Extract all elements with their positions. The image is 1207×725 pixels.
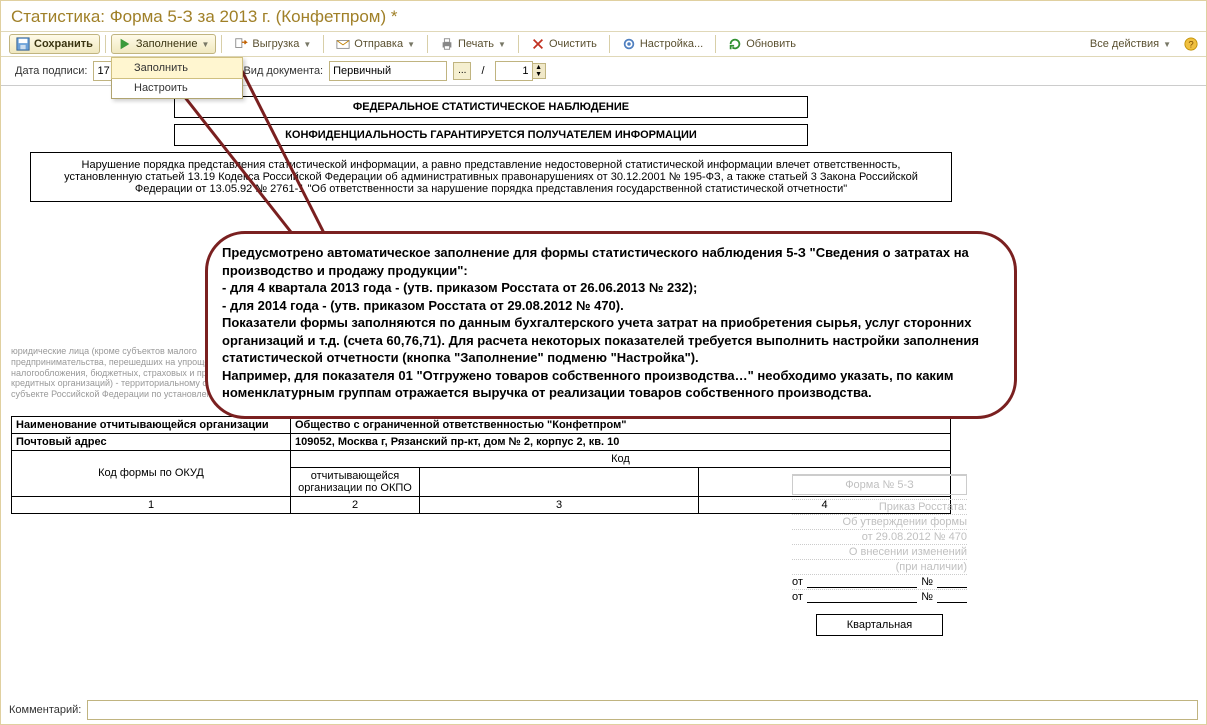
- n3: 3: [420, 496, 699, 513]
- org-name-label: Наименование отчитывающейся организации: [12, 416, 291, 433]
- form-number: Форма № 5-З: [792, 475, 967, 495]
- print-icon: [440, 37, 454, 51]
- export-icon: [234, 37, 248, 51]
- col-3: [420, 467, 699, 496]
- fill-button[interactable]: Заполнение ▼: [111, 34, 216, 54]
- all-actions-button[interactable]: Все действия ▼: [1083, 35, 1178, 53]
- n1: 1: [12, 496, 291, 513]
- disk-icon: [16, 37, 30, 51]
- help-icon[interactable]: ?: [1184, 37, 1198, 51]
- ri-num: №: [921, 576, 933, 588]
- export-label: Выгрузка: [252, 38, 299, 50]
- callout-p3: Например, для показателя 01 "Отгружено т…: [222, 367, 1000, 402]
- num-spinner[interactable]: ▲▼: [495, 61, 546, 81]
- all-actions-label: Все действия: [1090, 38, 1159, 50]
- code-header: Код: [291, 450, 951, 467]
- callout-b1: - для 4 квартала 2013 года - (утв. прика…: [222, 279, 1000, 297]
- chevron-down-icon: ▼: [407, 40, 415, 49]
- pick-button[interactable]: ...: [453, 62, 471, 80]
- mail-icon: [336, 37, 350, 51]
- quarter-box: Квартальная: [816, 614, 943, 636]
- spin-up-icon[interactable]: ▲: [533, 64, 545, 71]
- org-addr-value: 109052, Москва г, Рязанский пр-кт, дом №…: [291, 433, 951, 450]
- col-okpo: отчитывающейся организации по ОКПО: [291, 467, 420, 496]
- ri-ot: от: [792, 576, 803, 588]
- ri-num2: №: [921, 591, 933, 603]
- ri-ot2: от: [792, 591, 803, 603]
- num-input[interactable]: [495, 61, 533, 81]
- save-button[interactable]: Сохранить: [9, 34, 100, 54]
- print-button[interactable]: Печать ▼: [433, 34, 513, 54]
- clear-icon: [531, 37, 545, 51]
- print-label: Печать: [458, 38, 494, 50]
- comment-bar: Комментарий:: [1, 698, 1206, 722]
- callout-p1: Предусмотрено автоматическое заполнение …: [222, 244, 1000, 279]
- save-label: Сохранить: [34, 38, 93, 50]
- date-label: Дата подписи:: [15, 65, 87, 77]
- gear-icon: [622, 37, 636, 51]
- ri-l4: О внесении изменений: [792, 544, 967, 559]
- comment-input[interactable]: [87, 700, 1198, 720]
- toolbar: Сохранить Заполнение ▼ Выгрузка ▼ Отправ…: [1, 31, 1206, 57]
- right-info: Форма № 5-З Приказ Росстата: Об утвержде…: [792, 474, 967, 636]
- refresh-label: Обновить: [746, 38, 796, 50]
- menu-item-setup[interactable]: Настроить: [112, 78, 242, 98]
- clear-label: Очистить: [549, 38, 597, 50]
- svg-text:?: ?: [1188, 40, 1193, 51]
- setup-button[interactable]: Настройка...: [615, 34, 710, 54]
- callout-bubble: Предусмотрено автоматическое заполнение …: [205, 231, 1017, 419]
- callout-p2: Показатели формы заполняются по данным б…: [222, 314, 1000, 367]
- menu-item-fill[interactable]: Заполнить: [111, 57, 243, 79]
- chevron-down-icon: ▼: [303, 40, 311, 49]
- org-name-value: Общество с ограниченной ответственностью…: [291, 416, 951, 433]
- page-title: Статистика: Форма 5-З за 2013 г. (Конфет…: [1, 1, 1206, 31]
- send-button[interactable]: Отправка ▼: [329, 34, 422, 54]
- ri-l1: Приказ Росстата:: [792, 499, 967, 514]
- spin-down-icon[interactable]: ▼: [533, 71, 545, 78]
- send-label: Отправка: [354, 38, 403, 50]
- play-icon: [118, 37, 132, 51]
- ri-l3: от 29.08.2012 № 470: [792, 529, 967, 544]
- chevron-down-icon: ▼: [1163, 40, 1171, 49]
- refresh-button[interactable]: Обновить: [721, 34, 803, 54]
- callout-b2: - для 2014 года - (утв. приказом Росстат…: [222, 297, 1000, 315]
- comment-label: Комментарий:: [9, 704, 81, 716]
- clear-button[interactable]: Очистить: [524, 34, 604, 54]
- export-button[interactable]: Выгрузка ▼: [227, 34, 318, 54]
- ri-l5: (при наличии): [792, 559, 967, 574]
- fill-menu: Заполнить Настроить: [111, 57, 243, 99]
- fill-label: Заполнение: [136, 38, 198, 50]
- chevron-down-icon: ▼: [498, 40, 506, 49]
- n2: 2: [291, 496, 420, 513]
- ri-l2: Об утверждении формы: [792, 514, 967, 529]
- refresh-icon: [728, 37, 742, 51]
- col-okud: Код формы по ОКУД: [12, 450, 291, 496]
- org-addr-label: Почтовый адрес: [12, 433, 291, 450]
- setup-label: Настройка...: [640, 38, 703, 50]
- chevron-down-icon: ▼: [201, 40, 209, 49]
